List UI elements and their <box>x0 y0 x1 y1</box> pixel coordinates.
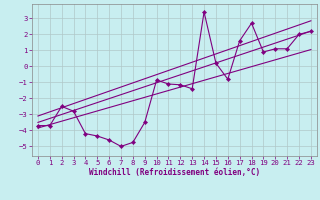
X-axis label: Windchill (Refroidissement éolien,°C): Windchill (Refroidissement éolien,°C) <box>89 168 260 177</box>
